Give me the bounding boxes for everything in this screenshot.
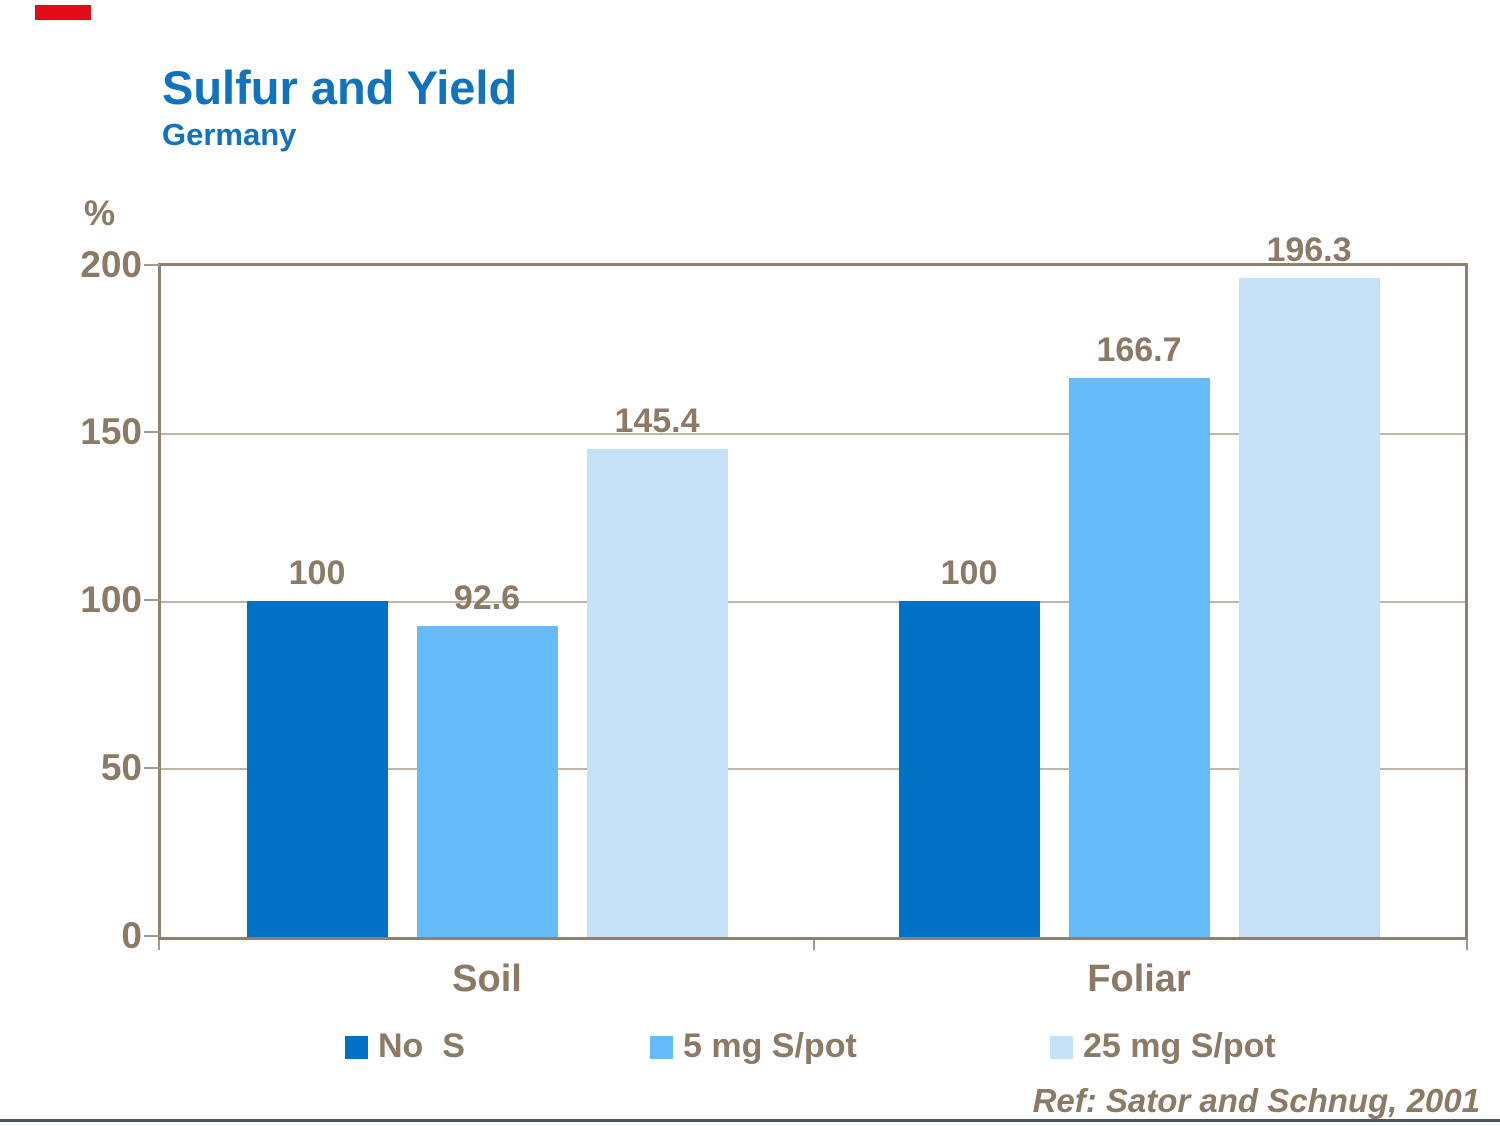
plot-area: 100 92.6 145.4 100 166.7 196.3 bbox=[158, 231, 1468, 940]
y-tick-mark-50 bbox=[144, 767, 160, 769]
legend-label-5-mg-s-pot: 5 mg S/pot bbox=[683, 1027, 857, 1065]
bar-foliar-no-s bbox=[899, 601, 1040, 937]
y-tick-mark-200 bbox=[144, 264, 160, 266]
y-tick-mark-100 bbox=[144, 599, 160, 601]
y-tick-mark-0 bbox=[144, 935, 160, 937]
y-tick-label-50: 50 bbox=[100, 747, 142, 788]
y-axis-unit-label: % bbox=[84, 194, 116, 233]
gridline-50 bbox=[161, 768, 1465, 771]
bar-soil-25-mg-s-pot bbox=[587, 449, 728, 937]
bar-soil-5-mg-s-pot bbox=[417, 626, 558, 937]
category-label-soil: Soil bbox=[452, 958, 522, 1000]
bar-soil-no-s bbox=[247, 601, 388, 937]
bar-value-label: 92.6 bbox=[453, 579, 521, 617]
red-accent-bar bbox=[35, 5, 91, 20]
legend-label-25-mg-s-pot: 25 mg S/pot bbox=[1083, 1027, 1276, 1065]
gridline-150 bbox=[161, 432, 1465, 435]
bar-value-label: 145.4 bbox=[614, 402, 700, 440]
y-tick-label-100: 100 bbox=[80, 579, 142, 620]
bar-foliar-5-mg-s-pot bbox=[1069, 378, 1210, 937]
bar-value-label: 196.3 bbox=[1266, 231, 1352, 269]
bar-value-label: 166.7 bbox=[1096, 331, 1182, 369]
bottom-rule bbox=[0, 1119, 1500, 1122]
legend-label-no-s: No S bbox=[378, 1027, 465, 1065]
x-boundary-tick-1 bbox=[813, 940, 815, 950]
category-label-foliar: Foliar bbox=[1087, 958, 1191, 1000]
chart-title: Sulfur and Yield bbox=[162, 61, 518, 114]
y-tick-mark-150 bbox=[144, 431, 160, 433]
bar-value-label: 100 bbox=[940, 554, 998, 592]
y-tick-label-0: 0 bbox=[121, 915, 142, 956]
y-tick-label-200: 200 bbox=[80, 244, 142, 285]
x-boundary-tick-2 bbox=[1466, 940, 1468, 950]
legend-swatch-no-s bbox=[345, 1036, 368, 1059]
y-tick-label-150: 150 bbox=[80, 411, 142, 452]
legend-swatch-25-mg-s-pot bbox=[1050, 1036, 1073, 1059]
x-boundary-tick-0 bbox=[158, 940, 160, 950]
chart-subtitle: Germany bbox=[162, 117, 297, 152]
bar-value-label: 100 bbox=[288, 554, 346, 592]
reference-text: Ref: Sator and Schnug, 2001 bbox=[1032, 1082, 1480, 1119]
gridline-100 bbox=[161, 600, 1465, 603]
legend-swatch-5-mg-s-pot bbox=[650, 1036, 673, 1059]
bar-foliar-25-mg-s-pot bbox=[1239, 278, 1380, 937]
